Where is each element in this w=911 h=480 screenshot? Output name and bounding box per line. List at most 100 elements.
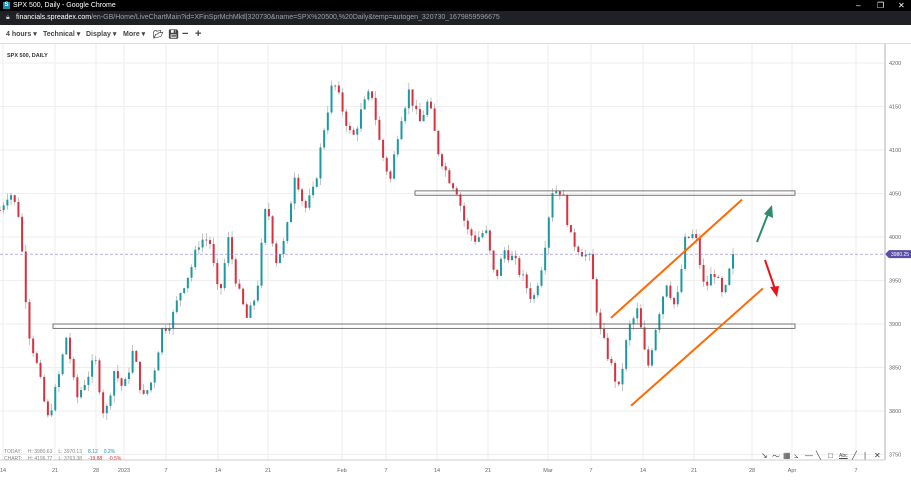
- maximize-button[interactable]: ❐: [877, 1, 885, 10]
- chart-toolbar: 4 hours ▾ Technical ▾ Display ▾ More ▾ 📂…: [0, 25, 911, 44]
- today-label: TODAY:: [4, 449, 22, 455]
- candle-body: [558, 191, 561, 195]
- y-tick-label: 4050: [889, 192, 901, 198]
- candle-body: [61, 354, 64, 375]
- candle-body: [492, 250, 495, 270]
- line-tool-icon[interactable]: ╱: [852, 451, 857, 460]
- candle-body: [732, 254, 734, 269]
- curve-tool-icon[interactable]: 〜: [772, 452, 780, 461]
- url-path: /en-GB/Home/LiveChartMain?id=XFinSprMchM…: [91, 14, 500, 21]
- candle-body: [105, 405, 108, 414]
- candle-body: [91, 360, 94, 377]
- candle-body: [485, 230, 488, 234]
- candle-body: [643, 327, 646, 350]
- candle-body: [455, 188, 458, 195]
- candle-body: [687, 236, 690, 238]
- candle-body: [150, 382, 153, 391]
- price-chart[interactable]: SPX 500, DAILY 3980.25 14 21 28 2023 7 14 21 Feb…: [0, 44, 911, 480]
- candle-body: [510, 255, 513, 261]
- x-tick-label: 7: [854, 468, 857, 474]
- fan-tool-icon[interactable]: ⦣: [794, 451, 799, 460]
- display-dropdown[interactable]: Display ▾: [86, 31, 117, 38]
- candle-body: [709, 273, 712, 286]
- candle-body: [21, 216, 24, 252]
- candle-body: [378, 119, 381, 140]
- candle-body: [474, 235, 477, 242]
- candle-body: [728, 268, 731, 285]
- candle-body: [201, 239, 204, 248]
- current-price-tag: [885, 250, 911, 259]
- channel-lower-line: [630, 287, 764, 407]
- candle-body: [102, 392, 105, 414]
- candle-body: [536, 285, 539, 296]
- candle-body: [625, 340, 628, 369]
- horizontal-line-icon[interactable]: —: [805, 451, 813, 460]
- channel-upper-line: [610, 198, 743, 319]
- technical-dropdown[interactable]: Technical ▾: [43, 31, 81, 38]
- rectangle-tool-icon[interactable]: □: [828, 451, 833, 460]
- candle-body: [724, 284, 727, 293]
- candle-body: [83, 384, 86, 391]
- candle-body: [662, 296, 665, 315]
- interval-dropdown[interactable]: 4 hours ▾: [6, 31, 37, 38]
- candle-body: [639, 308, 642, 328]
- candle-body: [588, 254, 591, 255]
- clear-drawings-icon[interactable]: ✕: [874, 451, 881, 460]
- candle-body: [684, 236, 687, 269]
- x-tick-label: 21: [691, 468, 697, 474]
- text-tool-icon[interactable]: Abc: [839, 453, 848, 459]
- window-title: SPX 500, Daily - Google Chrome: [13, 2, 116, 9]
- minimize-button[interactable]: –: [856, 1, 861, 10]
- address-bar[interactable]: 🔒︎ financials.spreadex.com/en-GB/Home/Li…: [0, 11, 911, 25]
- candle-body: [113, 371, 116, 396]
- candle-body: [525, 274, 528, 289]
- up-arrow-head: [764, 205, 773, 218]
- candle-body: [135, 350, 138, 362]
- close-button[interactable]: ✕: [898, 1, 905, 10]
- open-folder-icon[interactable]: 📂︎: [153, 30, 164, 39]
- candle-body: [698, 238, 701, 265]
- candle-body: [271, 216, 274, 244]
- candle-body: [234, 259, 237, 284]
- candle-body: [179, 293, 182, 301]
- candle-body: [367, 91, 370, 100]
- support-resistance-zone: [52, 323, 796, 329]
- candle-body: [142, 390, 145, 394]
- candle-body: [665, 285, 668, 297]
- candle-body: [172, 311, 175, 329]
- candle-body: [308, 195, 311, 208]
- candle-body: [470, 229, 473, 236]
- candle-body: [227, 237, 230, 264]
- vertical-line-icon[interactable]: |: [864, 451, 867, 460]
- candle-body: [94, 360, 97, 362]
- candle-body: [345, 111, 348, 126]
- candle-body: [488, 230, 491, 251]
- candle-body: [6, 199, 9, 206]
- candle-body: [654, 329, 657, 351]
- candle-body: [518, 258, 521, 275]
- candle-body: [426, 101, 429, 115]
- fibonacci-tool-icon[interactable]: ▦: [783, 451, 791, 460]
- candle-body: [544, 247, 547, 271]
- candle-body: [566, 195, 569, 226]
- candle-body: [573, 232, 576, 247]
- candle-body: [441, 154, 444, 167]
- zoom-in-icon[interactable]: +: [195, 28, 202, 40]
- candle-body: [68, 337, 71, 360]
- save-icon[interactable]: 💾︎: [168, 29, 180, 39]
- more-dropdown[interactable]: More ▾: [123, 31, 146, 38]
- candle-body: [76, 377, 79, 398]
- y-tick-label: 3750: [889, 453, 901, 459]
- zoom-out-icon[interactable]: −: [182, 28, 189, 40]
- trend-line-icon[interactable]: ╲: [816, 451, 821, 460]
- candle-body: [293, 177, 296, 204]
- candle-body: [223, 263, 226, 289]
- candle-body: [584, 254, 587, 257]
- candle-body: [153, 370, 156, 383]
- candle-body: [529, 288, 532, 299]
- candle-body: [275, 243, 278, 264]
- candle-body: [348, 125, 351, 131]
- candle-body: [330, 85, 333, 113]
- candle-body: [216, 263, 219, 285]
- pen-tool-icon[interactable]: ↘: [761, 451, 768, 460]
